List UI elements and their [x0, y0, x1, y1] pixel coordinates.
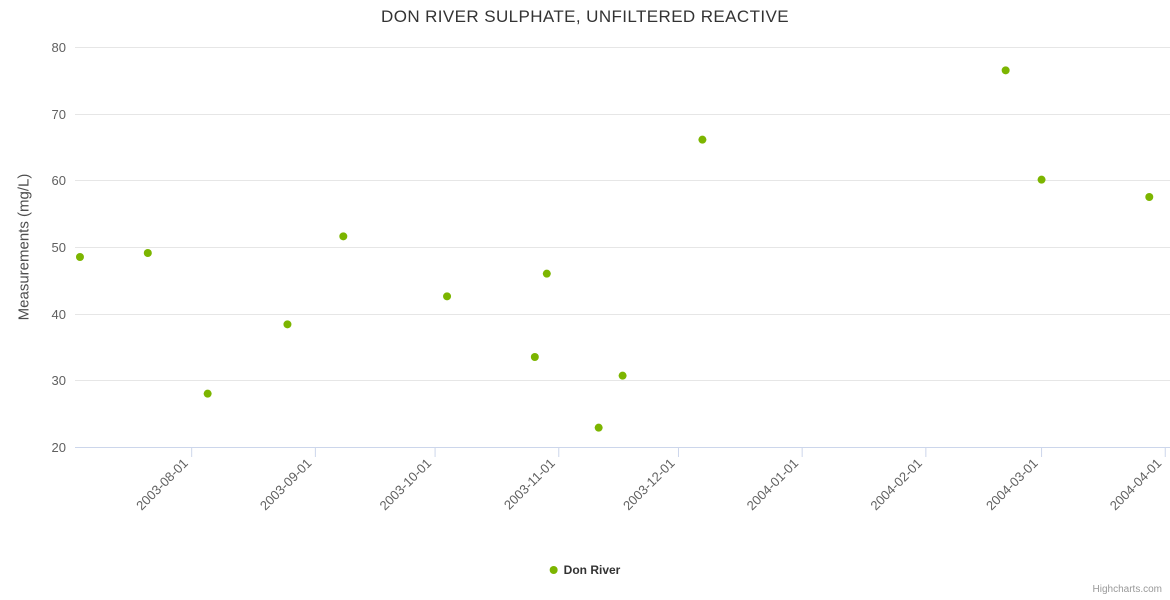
- x-tick-label: 2003-08-01: [133, 456, 191, 514]
- data-point[interactable]: [283, 320, 292, 329]
- data-point[interactable]: [203, 389, 212, 398]
- data-point[interactable]: [1001, 66, 1010, 75]
- chart-title: DON RIVER SULPHATE, UNFILTERED REACTIVE: [381, 7, 789, 26]
- y-tick-label: 50: [52, 240, 66, 255]
- legend-item-don-river[interactable]: Don River: [549, 563, 621, 577]
- x-tick-label: 2003-12-01: [620, 456, 678, 514]
- legend-marker-icon: [549, 566, 558, 574]
- data-point[interactable]: [542, 269, 551, 278]
- legend-label: Don River: [563, 563, 621, 577]
- highcharts-credit[interactable]: Highcharts.com: [1092, 584, 1162, 595]
- x-tick-label: 2004-01-01: [744, 456, 802, 514]
- y-tick-label: 40: [52, 307, 66, 322]
- x-tick-label: 2004-02-01: [867, 456, 925, 514]
- data-point[interactable]: [339, 232, 348, 241]
- x-tick-label: 2003-10-01: [377, 456, 435, 514]
- data-point[interactable]: [1145, 193, 1154, 201]
- y-tick-label: 70: [52, 107, 66, 122]
- y-tick-label: 80: [52, 40, 66, 55]
- data-point[interactable]: [75, 253, 84, 261]
- data-point[interactable]: [1037, 175, 1046, 184]
- y-tick-label: 30: [52, 373, 66, 388]
- x-tick-label: 2003-09-01: [257, 456, 315, 514]
- y-tick-label: 20: [52, 440, 66, 455]
- data-point[interactable]: [443, 292, 452, 301]
- data-point[interactable]: [594, 423, 603, 432]
- x-tick-label: 2003-11-01: [501, 456, 558, 513]
- data-point[interactable]: [530, 353, 539, 361]
- y-tick-label: 60: [52, 173, 66, 188]
- data-point[interactable]: [143, 249, 152, 257]
- x-tick-label: 2004-03-01: [983, 456, 1041, 514]
- data-point[interactable]: [698, 135, 707, 144]
- x-tick-label: 2004-04-01: [1107, 456, 1165, 514]
- data-point[interactable]: [618, 371, 627, 380]
